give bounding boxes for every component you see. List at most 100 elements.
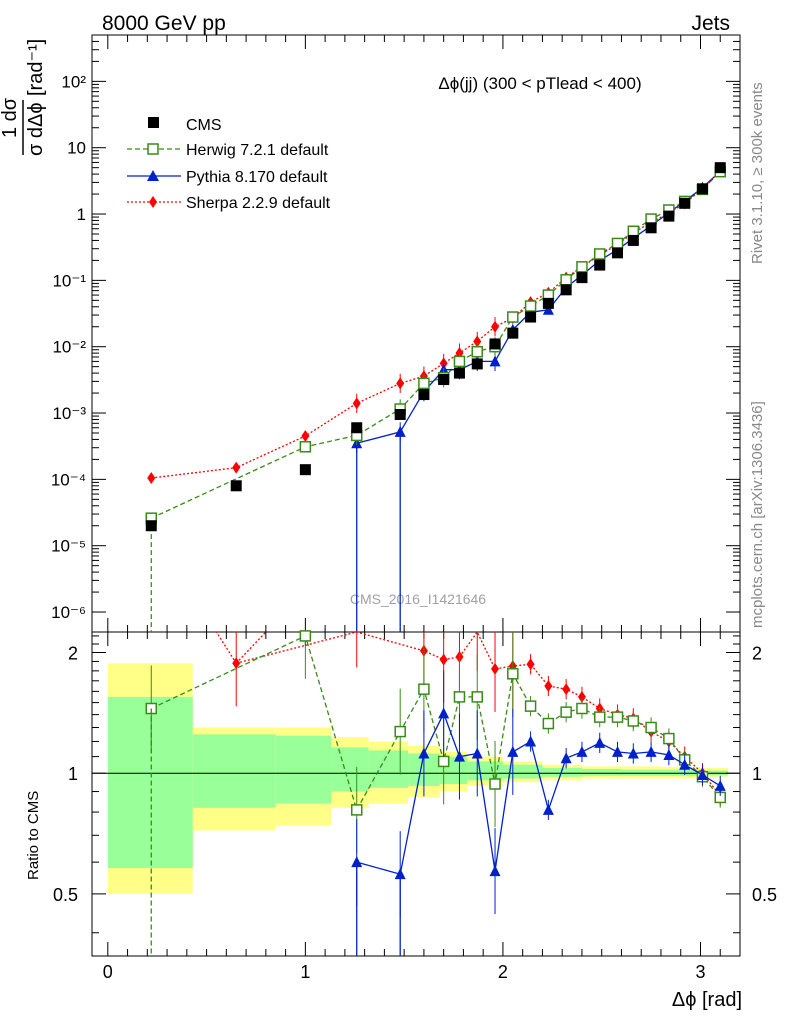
herwig-point (576, 261, 588, 273)
xtick-label: 0 (103, 962, 113, 982)
ratio-ylabel: Ratio to CMS (25, 791, 42, 880)
sherpa-point (301, 430, 310, 443)
herwig-ratio-point (471, 691, 483, 703)
cms-point (418, 389, 430, 401)
herwig-point (418, 377, 430, 390)
herwig-point (299, 441, 312, 453)
cms-point (576, 272, 588, 284)
sherpa-point (491, 320, 500, 333)
sherpa-ratio-point (526, 658, 535, 671)
sherpa-point (473, 335, 482, 348)
band-stat (107, 696, 193, 869)
rivet-label: Rivet 3.1.10, ≥ 300k events (749, 82, 766, 264)
sherpa-point (232, 461, 241, 474)
herwig-ratio-point (576, 702, 588, 715)
band-stat (368, 750, 409, 788)
herwig-point (524, 300, 537, 312)
main-ytick-label: 10⁻⁵ (51, 537, 86, 556)
pythia-ratio-point (645, 745, 657, 757)
herwig-point (593, 248, 606, 260)
herwig-ratio-point (489, 778, 501, 790)
herwig-ratio-point (645, 721, 657, 734)
sherpa-point (352, 397, 361, 410)
pythia-ratio-point (525, 735, 537, 747)
band-stat (542, 768, 582, 777)
pythia-point (394, 425, 406, 437)
herwig-point (611, 237, 624, 250)
cms-point (394, 409, 406, 421)
ylabel-denominator: σ dΔϕ (25, 102, 47, 156)
cms-point (299, 464, 311, 476)
main-ytick-label: 1 (77, 205, 86, 224)
pythia-ratio-point (663, 749, 675, 761)
herwig-ratio-point (418, 683, 430, 695)
herwig-ratio-point (663, 732, 675, 745)
sherpa-ratio-point (439, 653, 448, 666)
herwig-ratio-line (151, 634, 721, 812)
legend-sherpa-label: Sherpa 2.2.9 default (186, 195, 331, 212)
ratio-ytick-label-right: 0.5 (752, 885, 777, 905)
cms-point (438, 374, 450, 386)
pythia-ratio-point (542, 803, 554, 815)
ratio-y-tick-labels: 0.5 1 2 0.5 1 2 (53, 644, 777, 905)
cms-point (696, 183, 708, 195)
sherpa-ratio-point (544, 680, 553, 693)
legend-herwig-marker (147, 143, 159, 155)
herwig-point (560, 274, 572, 286)
ratio-ytick-label-left: 2 (68, 644, 78, 664)
mcplots-label: mcplots.cern.ch [arXiv:1306.3436] (749, 401, 766, 628)
pythia-ratio-point (560, 752, 572, 764)
main-ytick-label: 10⁻¹ (52, 271, 86, 290)
main-y-tick-labels: 10⁻⁶ 10⁻⁵ 10⁻⁴ 10⁻³ 10⁻² 10⁻¹ 1 10 10² (51, 72, 87, 622)
pythia-ratio-point (438, 707, 450, 719)
herwig-point (471, 345, 483, 358)
plot-title: Δϕ(jj) (300 < pTlead < 400) (438, 74, 641, 93)
herwig-ratio-point (437, 755, 450, 768)
main-ytick-label: 10⁻⁶ (51, 603, 86, 622)
ratio-uncertainty-bands (107, 663, 729, 894)
pythia-ratio-point (471, 747, 483, 759)
xtick-label: 3 (695, 962, 705, 982)
pythia-ratio-point (351, 856, 363, 868)
herwig-ratio-point (611, 711, 624, 723)
ratio-frame (91, 631, 741, 957)
band-stat (467, 761, 503, 781)
sherpa-ratio-point (577, 690, 586, 703)
xlabel: Δϕ [rad] (672, 989, 742, 1011)
main-ytick-label: 10⁻³ (52, 404, 86, 423)
axis-ticks (92, 34, 740, 956)
herwig-ratio-point (507, 668, 519, 680)
legend-pythia-label: Pythia 8.170 default (186, 169, 328, 186)
cms-point (230, 480, 242, 492)
legend-cms-marker (148, 117, 159, 128)
pythia-ratio-point (576, 745, 588, 757)
herwig-ratio-point (299, 630, 312, 642)
cms-point (714, 162, 726, 174)
sherpa-point (396, 377, 405, 390)
herwig-ratio-point (350, 804, 363, 816)
band-stat (192, 734, 276, 808)
band-stat (581, 768, 622, 776)
cms-point (453, 367, 465, 379)
pythia-ratio-point (612, 745, 624, 757)
herwig-point (507, 311, 519, 323)
herwig-ratio-point (593, 711, 606, 723)
pythia-ratio-point (418, 747, 430, 759)
cms-point (679, 197, 691, 209)
main-plot-data (145, 162, 726, 632)
main-ytick-label: 10² (61, 72, 86, 91)
ratio-ytick-label-left: 0.5 (53, 885, 78, 905)
pythia-ratio-line (356, 711, 721, 876)
pythia-point (489, 355, 501, 367)
cms-point (145, 520, 157, 532)
pythia-ratio-point (679, 758, 691, 770)
ylabel-unit: [rad⁻¹] (25, 39, 47, 96)
pythia-ratio-point (394, 868, 406, 880)
main-ylabel: 1 dσ σ dΔϕ [rad⁻¹] (0, 39, 47, 156)
cms-point (525, 311, 537, 323)
watermark: CMS_2016_I1421646 (350, 591, 486, 607)
ylabel-numerator: 1 dσ (0, 97, 21, 138)
ratio-plot-data (145, 630, 726, 956)
cms-point (542, 297, 554, 309)
legend-herwig-label: Herwig 7.2.1 default (186, 142, 329, 159)
